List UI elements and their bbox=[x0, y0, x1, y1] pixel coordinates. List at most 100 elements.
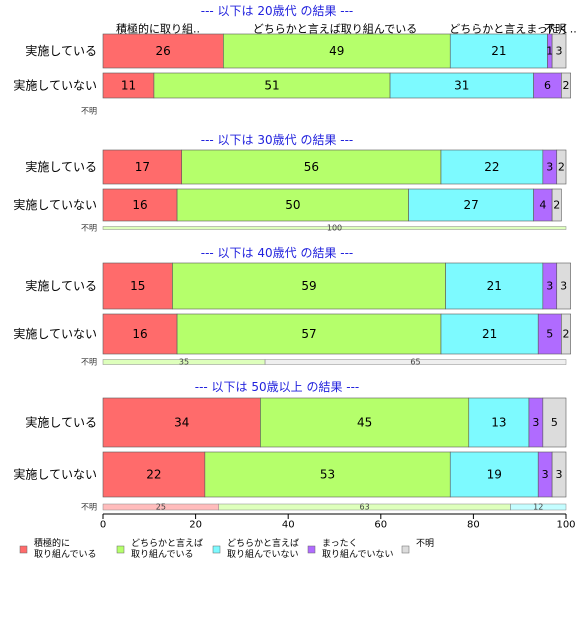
bar-value-label: 2 bbox=[558, 161, 565, 174]
unknown-bar-segment bbox=[102, 226, 567, 230]
bar-value-label: 31 bbox=[454, 79, 469, 93]
bar-segment bbox=[389, 72, 534, 99]
bar-segment bbox=[533, 72, 562, 99]
x-tick-label: 100 bbox=[556, 520, 575, 531]
bar-value-label: 59 bbox=[301, 279, 316, 293]
unknown-row-label: 不明 bbox=[81, 358, 97, 367]
legend-swatch bbox=[307, 545, 316, 554]
bar-segment bbox=[561, 72, 571, 99]
bar-segment bbox=[102, 188, 178, 222]
bar-segment bbox=[445, 262, 544, 310]
bar-value-label: 3 bbox=[532, 416, 539, 429]
top-segment-label: 積極的に取り組.. bbox=[116, 22, 200, 36]
row-label: 実施している bbox=[25, 159, 97, 174]
legend-label: 取り組んでいない bbox=[227, 548, 299, 560]
bar-segment bbox=[408, 188, 534, 222]
legend-label: 積極的に bbox=[34, 537, 70, 549]
bar-value-label: 2 bbox=[563, 328, 570, 341]
bar-segment bbox=[181, 149, 442, 185]
bar-value-label: 3 bbox=[556, 468, 563, 481]
unknown-bar-value-label: 63 bbox=[360, 503, 370, 512]
bar-segment bbox=[542, 397, 567, 448]
bar-value-label: 5 bbox=[546, 328, 553, 341]
unknown-row-label: 不明 bbox=[81, 107, 97, 116]
bar-value-label: 16 bbox=[132, 198, 147, 212]
unknown-bar-segment bbox=[510, 503, 567, 511]
bar-value-label: 27 bbox=[463, 198, 478, 212]
top-segment-label: どちらかと言えば取り組んでいる bbox=[253, 23, 417, 36]
bar-segment bbox=[556, 262, 571, 310]
bar-value-label: 22 bbox=[146, 468, 161, 482]
bar-value-label: 3 bbox=[546, 280, 553, 293]
legend-label: 取り組んでいる bbox=[131, 548, 194, 560]
unknown-bar-value-label: 65 bbox=[410, 358, 420, 367]
row-label: 実施している bbox=[25, 278, 97, 293]
unknown-bar-value-label: 12 bbox=[533, 503, 543, 512]
bar-value-label: 45 bbox=[357, 416, 372, 430]
bar-value-label: 51 bbox=[264, 79, 279, 93]
bar-segment bbox=[204, 451, 451, 498]
row-label: 実施していない bbox=[13, 326, 97, 341]
row-label: 実施していない bbox=[13, 78, 97, 93]
unknown-row-label: 不明 bbox=[81, 224, 97, 233]
bar-segment bbox=[449, 451, 539, 498]
bar-segment bbox=[102, 451, 206, 498]
group-title: --- 以下は 30歳代 の結果 --- bbox=[201, 133, 354, 147]
unknown-bar-value-label: 25 bbox=[156, 503, 166, 512]
bar-segment bbox=[102, 149, 183, 185]
legend-label: 取り組んでいる bbox=[34, 548, 97, 560]
bar-segment bbox=[556, 149, 567, 185]
legend-swatch bbox=[19, 545, 28, 554]
row-label: 実施している bbox=[25, 43, 97, 58]
bar-segment bbox=[468, 397, 530, 448]
bar-value-label: 3 bbox=[546, 161, 553, 174]
bar-value-label: 34 bbox=[174, 416, 189, 430]
bar-value-label: 4 bbox=[539, 199, 546, 212]
legend-swatch bbox=[116, 545, 125, 554]
group-title: --- 以下は 20歳代 の結果 --- bbox=[201, 4, 354, 18]
row-label: 実施している bbox=[25, 415, 97, 430]
legend-label: どちらかと言えば bbox=[131, 537, 203, 549]
unknown-bar-value-label: 35 bbox=[179, 358, 189, 367]
bar-value-label: 3 bbox=[560, 280, 567, 293]
bar-value-label: 19 bbox=[487, 468, 502, 482]
bar-value-label: 21 bbox=[482, 327, 497, 341]
bar-segment bbox=[176, 188, 409, 222]
legend-label: まったく bbox=[322, 538, 358, 549]
legend-swatch bbox=[401, 545, 410, 554]
legend-label: 不明 bbox=[416, 538, 434, 549]
bar-value-label: 3 bbox=[556, 45, 563, 58]
bar-value-label: 5 bbox=[551, 416, 558, 429]
bar-segment bbox=[176, 313, 442, 355]
row-label: 実施していない bbox=[13, 197, 97, 212]
group-title: --- 以下は 50歳以上 の結果 --- bbox=[195, 380, 360, 394]
bar-value-label: 21 bbox=[487, 279, 502, 293]
unknown-bar-segment bbox=[264, 359, 567, 365]
bar-value-label: 13 bbox=[491, 416, 506, 430]
x-tick-label: 40 bbox=[282, 520, 295, 531]
x-tick-label: 0 bbox=[100, 520, 106, 531]
bar-value-label: 15 bbox=[130, 279, 145, 293]
bar-segment bbox=[223, 33, 451, 69]
bar-value-label: 50 bbox=[285, 198, 300, 212]
bar-value-label: 49 bbox=[329, 44, 344, 58]
bar-value-label: 53 bbox=[320, 468, 335, 482]
unknown-row-label: 不明 bbox=[81, 503, 97, 512]
bar-segment bbox=[551, 33, 567, 69]
bar-segment bbox=[551, 451, 567, 498]
top-segment-label: どちらかと言えまったく.. bbox=[449, 23, 577, 36]
bar-value-label: 57 bbox=[301, 327, 316, 341]
row-label: 実施していない bbox=[13, 467, 97, 482]
group-title: --- 以下は 40歳代 の結果 --- bbox=[201, 246, 354, 260]
unknown-bar-value-label: 100 bbox=[327, 224, 342, 233]
x-tick-label: 60 bbox=[374, 520, 387, 531]
bar-segment bbox=[102, 313, 178, 355]
bar-segment bbox=[153, 72, 391, 99]
bar-segment bbox=[440, 149, 544, 185]
bar-value-label: 2 bbox=[563, 79, 570, 92]
bar-segment bbox=[102, 262, 173, 310]
bar-value-label: 6 bbox=[544, 79, 551, 92]
bar-value-label: 11 bbox=[121, 79, 136, 93]
